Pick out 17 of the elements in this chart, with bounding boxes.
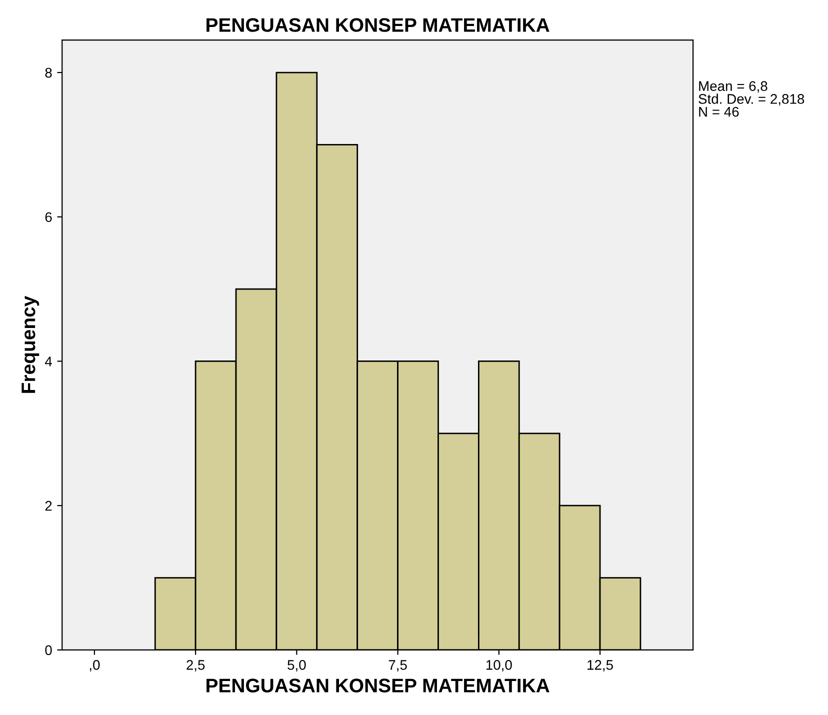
chart-title: PENGUASAN KONSEP MATEMATIKA xyxy=(206,18,550,32)
text: Mean = 6,8 xyxy=(699,81,768,93)
y-tick-label: 4 xyxy=(44,356,52,366)
y-tick-label: 6 xyxy=(45,212,52,222)
y-axis-title: Frequency xyxy=(22,296,40,393)
x-axis-title: PENGUASAN KONSEP MATEMATIKA xyxy=(206,678,550,692)
text: Std. Dev. = 2,818 xyxy=(698,94,804,106)
y-tick-label: 2 xyxy=(45,500,52,511)
x-tick-label: 10,0 xyxy=(486,660,512,672)
x-tick-label: 7,5 xyxy=(388,660,407,672)
x-tick-label: 12,5 xyxy=(588,660,613,672)
y-tick-label: 8 xyxy=(45,68,52,78)
x-tick-label: 2,5 xyxy=(186,660,205,672)
x-tick-label: 5,0 xyxy=(288,660,306,672)
text: N = 46 xyxy=(699,106,739,117)
x-tick-label: ,0 xyxy=(90,660,100,672)
y-tick-label: 0 xyxy=(45,645,52,656)
